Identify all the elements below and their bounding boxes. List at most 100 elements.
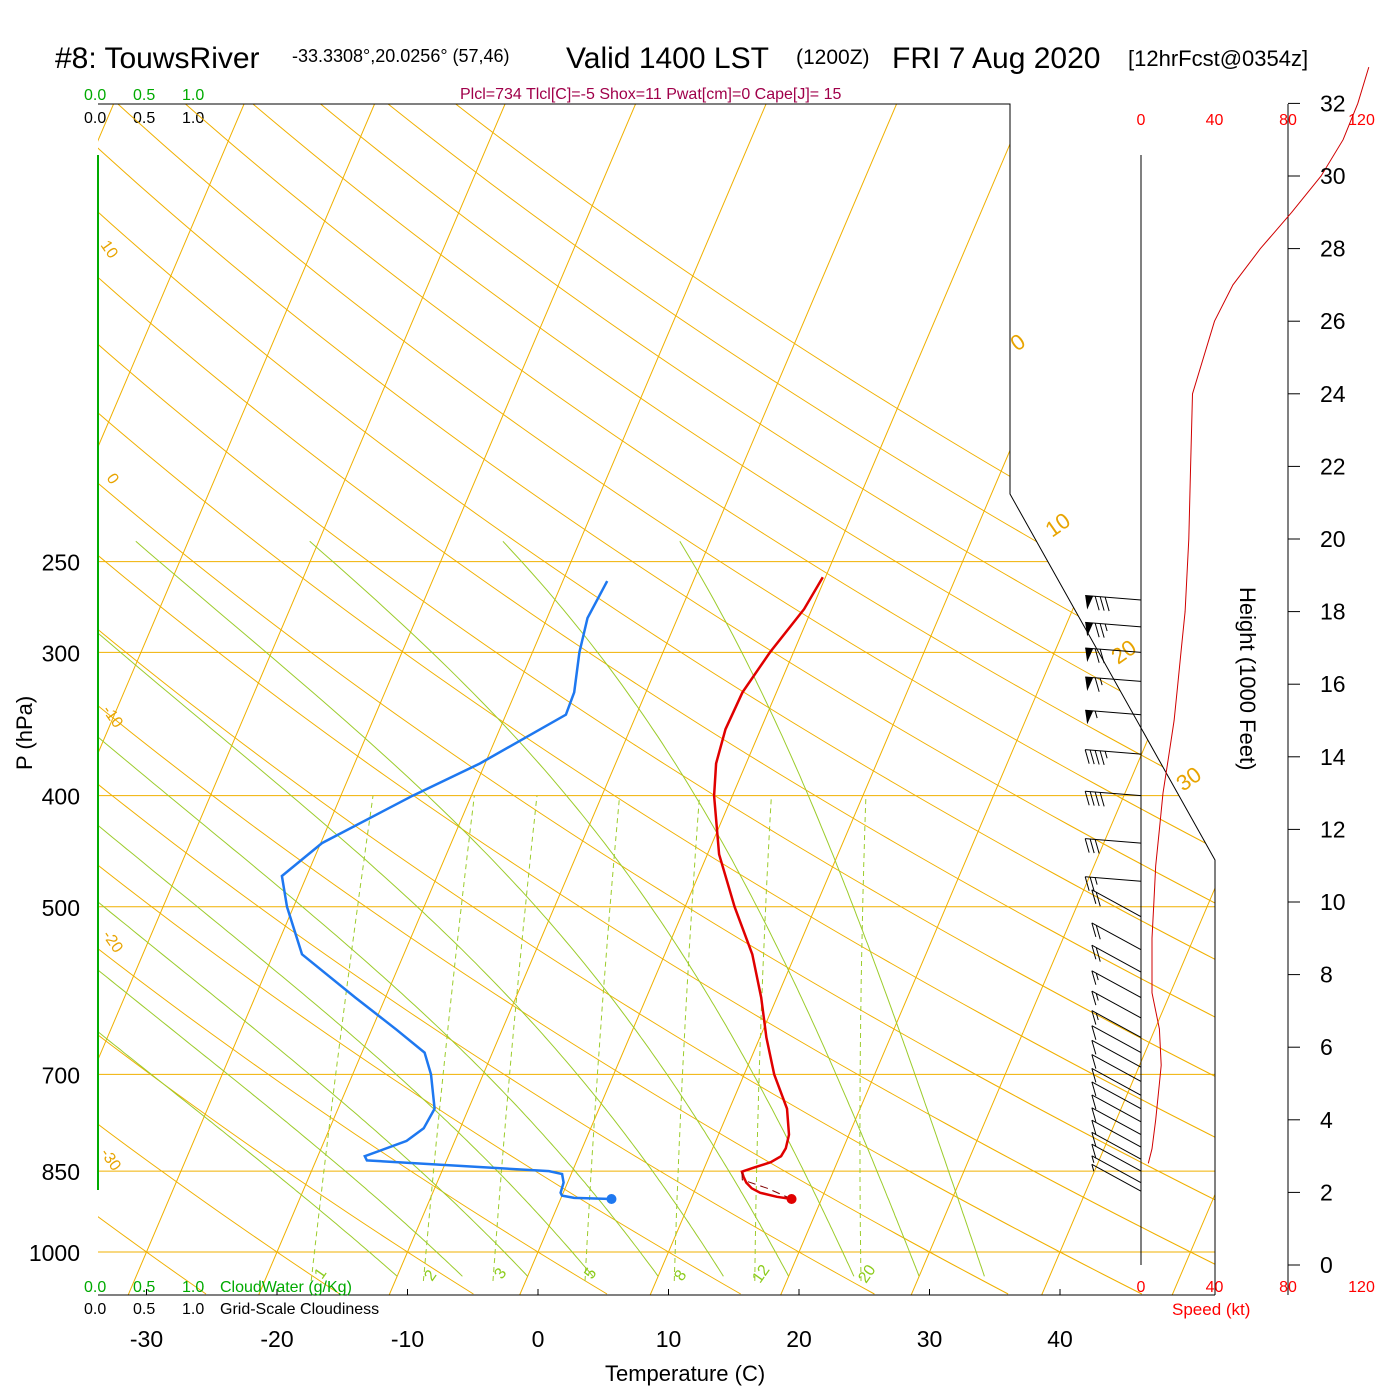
- isotherm: [1303, 104, 1400, 1295]
- dry-adiabat: [98, 104, 741, 1295]
- dry-adiabat: [252, 104, 1215, 1295]
- moist-adiabat: [98, 540, 724, 1277]
- wind-speed-tick-top: 80: [1279, 112, 1297, 129]
- height-tick-label: 28: [1320, 236, 1346, 262]
- mixing-ratio-line: [673, 795, 700, 1282]
- isotherm: [258, 104, 767, 1295]
- dry-adiabat: [98, 104, 608, 1295]
- wind-speed-tick-bottom: 120: [1348, 1279, 1375, 1296]
- y-axis-label: P (hPa): [12, 696, 37, 770]
- height-tick-label: 32: [1320, 90, 1346, 116]
- top-cl-tick-2: 1.0: [182, 110, 204, 127]
- dry-adiabat: [98, 104, 1215, 1295]
- mixing-ratio-label: 20: [855, 1262, 879, 1286]
- top-cl-tick-0: 0.0: [84, 110, 106, 127]
- isotherm: [649, 104, 1159, 1295]
- height-tick-label: 26: [1320, 308, 1346, 334]
- moist-adiabat: [98, 540, 398, 1277]
- y-tick-label: 500: [42, 895, 80, 921]
- top-cw-tick-2: 1.0: [182, 87, 204, 104]
- moist-adiabat: [98, 540, 528, 1277]
- wind-barb: [1091, 1067, 1142, 1096]
- moist-adiabat: [135, 540, 790, 1277]
- height-tick-label: 12: [1320, 816, 1346, 842]
- wind-barb: [1084, 876, 1142, 892]
- bot-cl-tick-1: 0.5: [133, 1301, 155, 1318]
- height-tick-label: 8: [1320, 962, 1333, 988]
- bot-cw-tick-0: 0.0: [84, 1279, 106, 1296]
- y-tick-label: 700: [42, 1062, 80, 1088]
- wind-barb: [1091, 944, 1142, 973]
- wind-barb: [1091, 1155, 1142, 1184]
- wind-speed-tick-bottom: 80: [1279, 1279, 1297, 1296]
- isotherm: [127, 104, 637, 1295]
- top-cw-tick-0: 0.0: [84, 87, 106, 104]
- bottom-cloudiness-scale: 0.0 0.5 1.0 Grid-Scale Cloudiness: [84, 1301, 379, 1318]
- wind-barb: [1084, 790, 1142, 807]
- height-tick-label: 6: [1320, 1034, 1333, 1060]
- forecast-info: [12hrFcst@0354z]: [1128, 46, 1308, 71]
- dry-adiabat: [98, 104, 1215, 1295]
- isotherm: [1041, 104, 1215, 1295]
- x-axis-label: Temperature (C): [605, 1361, 765, 1386]
- dry-adiabat: [98, 104, 1009, 1295]
- moist-adiabat: [98, 540, 463, 1277]
- height-tick-label: 14: [1320, 744, 1346, 770]
- wind-barb: [1085, 676, 1142, 692]
- height-tick-label: 24: [1320, 381, 1346, 407]
- wind-barb: [1091, 990, 1142, 1019]
- isotherm: [388, 104, 898, 1295]
- plot-frame: [98, 103, 1216, 1295]
- x-tick-label: -30: [130, 1326, 163, 1352]
- dry-adiabat-label: 0: [103, 471, 122, 488]
- mixing-ratio-label: 2: [421, 1267, 440, 1284]
- wind-speed-tick-top: 120: [1348, 112, 1375, 129]
- height-tick-label: 2: [1320, 1179, 1333, 1205]
- isotherm: [98, 104, 245, 1295]
- height-tick-label: 10: [1320, 889, 1346, 915]
- height-tick-label: 4: [1320, 1107, 1333, 1133]
- top-cloudiness-scale: 0.0 0.5 1.0: [84, 110, 204, 127]
- dry-adiabat: [185, 104, 1215, 1295]
- wind-barb: [1091, 1039, 1142, 1068]
- x-tick-label: 0: [532, 1326, 545, 1352]
- dry-adiabat: [98, 104, 1215, 1295]
- station-title: #8: TouwsRiver: [55, 42, 260, 75]
- mixing-ratio-label: 12: [749, 1262, 773, 1286]
- wind-barb: [1091, 1081, 1142, 1110]
- valid-date: FRI 7 Aug 2020: [892, 42, 1100, 75]
- y-tick-label: 850: [42, 1159, 80, 1185]
- dry-adiabat-label: -30: [97, 1146, 124, 1175]
- height-tick-label: 20: [1320, 526, 1346, 552]
- y-axis-ticks: 250 300 400 500 700 850 1000: [29, 550, 80, 1266]
- wind-speed-tick-top: 0: [1137, 112, 1146, 129]
- dry-adiabat: [117, 104, 1215, 1295]
- x-tick-label: -10: [391, 1326, 424, 1352]
- bot-cl-tick-2: 1.0: [182, 1301, 204, 1318]
- mixing-ratio-line: [492, 795, 538, 1282]
- dry-adiabat-label: -10: [99, 703, 126, 732]
- wind-barb: [1091, 1054, 1142, 1082]
- height-tick-label: 30: [1320, 163, 1346, 189]
- dewpoint-line: [280, 580, 612, 1201]
- isotherm: [1171, 104, 1215, 1295]
- height-tick-label: 16: [1320, 671, 1346, 697]
- wind-barb: [1091, 1010, 1142, 1038]
- station-coords: -33.3308°,20.0256° (57,46): [292, 46, 510, 66]
- moist-adiabat: [98, 540, 659, 1277]
- top-cloudwater-scale: 0.0 0.5 1.0: [84, 87, 204, 104]
- wind-barb: [1084, 749, 1142, 766]
- wind-barb: [1091, 1131, 1142, 1160]
- mixing-ratio-line: [754, 795, 772, 1282]
- mixing-ratio-line: [310, 795, 374, 1282]
- dry-adiabat: [320, 104, 1215, 1295]
- top-cl-tick-1: 0.5: [133, 110, 155, 127]
- bot-cw-tick-2: 1.0: [182, 1279, 204, 1296]
- height-tick-label: 0: [1320, 1252, 1333, 1278]
- temperature-line: [712, 576, 824, 1201]
- x-tick-label: 30: [917, 1326, 943, 1352]
- wind-barb: [1085, 647, 1142, 664]
- mixing-ratio-label: 3: [491, 1265, 510, 1282]
